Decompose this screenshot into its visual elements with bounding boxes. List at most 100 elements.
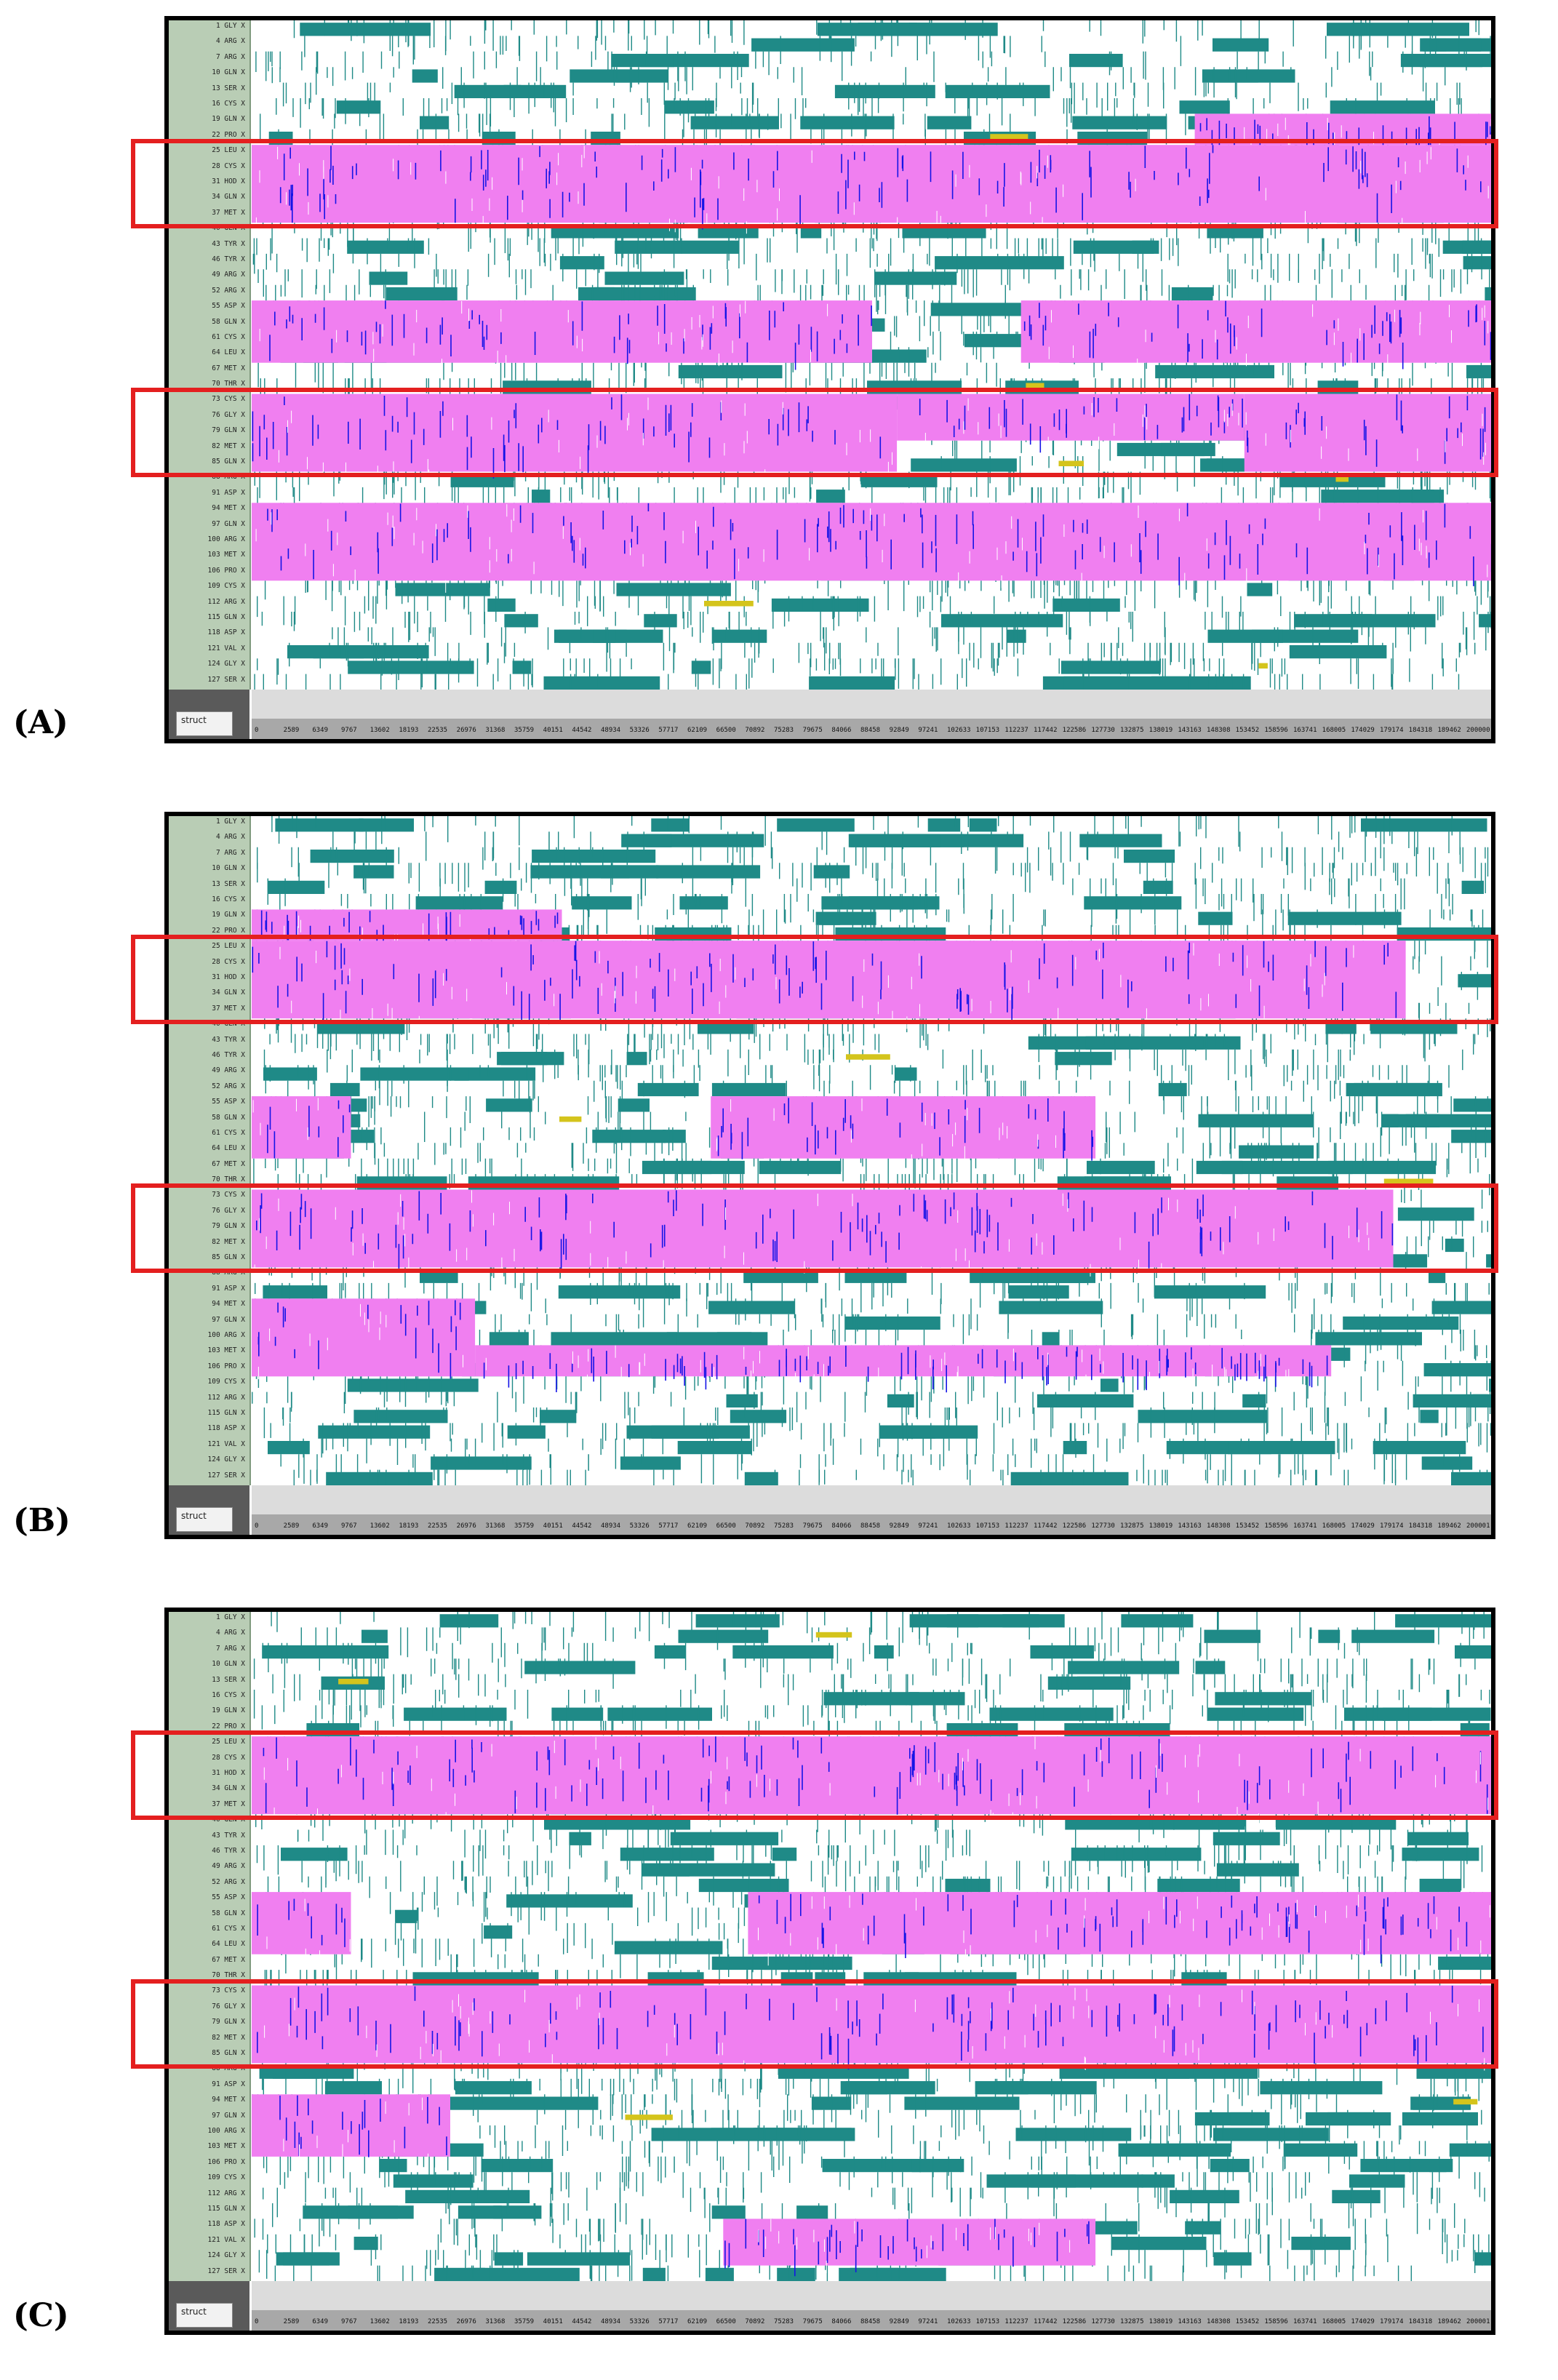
residue-label[interactable]: 121 VAL X	[207, 644, 245, 652]
residue-label[interactable]: 82 MET X	[212, 442, 245, 450]
residue-label[interactable]: 94 MET X	[212, 1300, 245, 1309]
residue-label[interactable]: 91 ASP X	[212, 488, 245, 497]
residue-label[interactable]: 70 THR X	[212, 1175, 245, 1184]
residue-label[interactable]: 52 ARG X	[212, 1082, 245, 1090]
residue-label[interactable]: 55 ASP X	[212, 302, 245, 311]
residue-label[interactable]: 88 ARG X	[212, 1269, 245, 1277]
residue-label[interactable]: 109 CYS X	[207, 2173, 245, 2182]
residue-label[interactable]: 61 CYS X	[212, 1924, 245, 1933]
residue-label[interactable]: 109 CYS X	[207, 1378, 245, 1386]
residue-label[interactable]: 46 TYR X	[212, 1846, 245, 1855]
residue-label[interactable]: 64 LEU X	[212, 1940, 245, 1949]
residue-label[interactable]: 1 GLY X	[215, 818, 245, 826]
residue-label[interactable]: 64 LEU X	[212, 348, 245, 357]
residue-label[interactable]: 40 GLN X	[212, 1816, 245, 1824]
residue-label[interactable]: 28 CYS X	[212, 161, 245, 170]
residue-label[interactable]: 70 THR X	[212, 380, 245, 388]
residue-label[interactable]: 1 GLY X	[215, 1613, 245, 1621]
residue-label[interactable]: 106 PRO X	[207, 2157, 245, 2166]
residue-label[interactable]: 34 GLN X	[212, 1784, 245, 1793]
residue-label[interactable]: 28 CYS X	[212, 1753, 245, 1762]
residue-label[interactable]: 82 MET X	[212, 1237, 245, 1246]
residue-label[interactable]: 67 MET X	[212, 1159, 245, 1168]
residue-label[interactable]: 61 CYS X	[212, 332, 245, 341]
residue-label[interactable]: 115 GLN X	[207, 2205, 245, 2213]
residue-label[interactable]: 106 PRO X	[207, 566, 245, 575]
residue-label[interactable]: 127 SER X	[207, 675, 245, 684]
residue-label[interactable]: 40 GLN X	[212, 1020, 245, 1029]
residue-label[interactable]: 49 ARG X	[212, 271, 245, 279]
residue-label[interactable]: 97 GLN X	[212, 1315, 245, 1324]
residue-label[interactable]: 121 VAL X	[207, 1439, 245, 1448]
residue-label[interactable]: 37 MET X	[212, 1800, 245, 1808]
residue-label[interactable]: 94 MET X	[212, 504, 245, 513]
residue-label[interactable]: 76 GLY X	[212, 2002, 245, 2010]
residue-label[interactable]: 124 GLY X	[207, 2251, 245, 2260]
residue-label[interactable]: 118 ASP X	[207, 2220, 245, 2229]
residue-label[interactable]: 37 MET X	[212, 208, 245, 217]
residue-label[interactable]: 106 PRO X	[207, 1362, 245, 1370]
residue-label[interactable]: 58 GLN X	[212, 1113, 245, 1122]
residue-label[interactable]: 124 GLY X	[207, 1455, 245, 1464]
residue-label[interactable]: 118 ASP X	[207, 628, 245, 637]
residue-label[interactable]: 100 ARG X	[207, 2127, 245, 2136]
residue-label[interactable]: 79 GLN X	[212, 2018, 245, 2026]
residue-label[interactable]: 7 ARG X	[215, 848, 245, 857]
residue-label[interactable]: 97 GLN X	[212, 519, 245, 528]
residue-label[interactable]: 31 HOD X	[212, 973, 245, 981]
residue-label[interactable]: 10 GLN X	[212, 68, 245, 77]
residue-label[interactable]: 100 ARG X	[207, 1331, 245, 1340]
residue-label[interactable]: 40 GLN X	[212, 224, 245, 233]
residue-label[interactable]: 52 ARG X	[212, 1877, 245, 1886]
residue-label[interactable]: 91 ASP X	[212, 1284, 245, 1293]
residue-label[interactable]: 46 TYR X	[212, 255, 245, 263]
residue-label[interactable]: 22 PRO X	[212, 926, 245, 935]
residue-label[interactable]: 49 ARG X	[212, 1862, 245, 1871]
residue-label[interactable]: 7 ARG X	[215, 1644, 245, 1653]
residue-label[interactable]: 61 CYS X	[212, 1128, 245, 1137]
struct-button[interactable]: struct	[176, 2303, 233, 2328]
residue-label[interactable]: 49 ARG X	[212, 1066, 245, 1075]
residue-label[interactable]: 4 ARG X	[215, 1629, 245, 1637]
residue-label[interactable]: 43 TYR X	[212, 1831, 245, 1840]
residue-label[interactable]: 4 ARG X	[215, 37, 245, 46]
residue-label[interactable]: 76 GLY X	[212, 1206, 245, 1215]
residue-label[interactable]: 79 GLN X	[212, 1222, 245, 1231]
residue-label[interactable]: 73 CYS X	[212, 1986, 245, 1995]
residue-label[interactable]: 19 GLN X	[212, 115, 245, 124]
residue-label[interactable]: 103 MET X	[207, 2142, 245, 2151]
residue-label[interactable]: 112 ARG X	[207, 597, 245, 606]
residue-label[interactable]: 43 TYR X	[212, 1035, 245, 1044]
residue-label[interactable]: 58 GLN X	[212, 317, 245, 326]
secondary-structure-track[interactable]	[252, 1612, 1491, 2281]
residue-label[interactable]: 31 HOD X	[212, 177, 245, 185]
residue-label[interactable]: 19 GLN X	[212, 911, 245, 919]
residue-label[interactable]: 85 GLN X	[212, 1253, 245, 1262]
residue-label[interactable]: 79 GLN X	[212, 426, 245, 435]
residue-label[interactable]: 22 PRO X	[212, 130, 245, 139]
secondary-structure-track[interactable]	[252, 20, 1491, 690]
residue-label[interactable]: 124 GLY X	[207, 660, 245, 668]
residue-label[interactable]: 91 ASP X	[212, 2080, 245, 2088]
residue-label[interactable]: 70 THR X	[212, 1971, 245, 1980]
residue-label[interactable]: 19 GLN X	[212, 1706, 245, 1715]
residue-label[interactable]: 97 GLN X	[212, 2111, 245, 2120]
residue-label[interactable]: 25 LEU X	[212, 146, 245, 155]
residue-label[interactable]: 82 MET X	[212, 2033, 245, 2042]
residue-label[interactable]: 94 MET X	[212, 2096, 245, 2104]
residue-label[interactable]: 28 CYS X	[212, 957, 245, 966]
residue-label[interactable]: 88 ARG X	[212, 2064, 245, 2073]
residue-label[interactable]: 127 SER X	[207, 1471, 245, 1479]
residue-label[interactable]: 118 ASP X	[207, 1424, 245, 1433]
residue-label[interactable]: 103 MET X	[207, 551, 245, 559]
residue-label[interactable]: 67 MET X	[212, 1955, 245, 1964]
residue-label[interactable]: 115 GLN X	[207, 613, 245, 622]
residue-label[interactable]: 7 ARG X	[215, 52, 245, 61]
residue-label[interactable]: 22 PRO X	[212, 1722, 245, 1730]
residue-label[interactable]: 25 LEU X	[212, 1738, 245, 1746]
residue-label[interactable]: 13 SER X	[212, 879, 245, 888]
residue-label[interactable]: 13 SER X	[212, 84, 245, 92]
residue-label[interactable]: 73 CYS X	[212, 1191, 245, 1199]
residue-label[interactable]: 64 LEU X	[212, 1144, 245, 1153]
residue-label[interactable]: 115 GLN X	[207, 1409, 245, 1418]
